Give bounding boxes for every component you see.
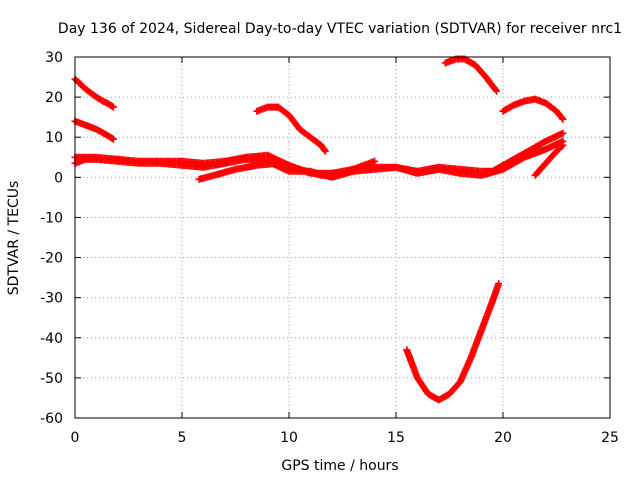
series-track-j xyxy=(531,141,567,179)
y-tick-label: 20 xyxy=(45,90,63,106)
y-tick-label: 30 xyxy=(45,50,63,66)
y-axis-title: SDTVAR / TECUs xyxy=(6,181,22,296)
data-point xyxy=(558,114,566,122)
y-tick-label: -50 xyxy=(40,371,63,387)
data-point xyxy=(559,129,567,137)
series-track-e xyxy=(195,157,379,183)
y-tick-label: 10 xyxy=(45,130,63,146)
data-point xyxy=(493,87,501,95)
series-track-a xyxy=(71,75,117,111)
x-tick-label: 5 xyxy=(178,430,187,446)
plot-frame xyxy=(74,56,611,419)
data-point xyxy=(321,147,329,155)
y-tick-label: -40 xyxy=(40,331,63,347)
x-tick-label: 25 xyxy=(601,430,619,446)
data-point xyxy=(371,157,379,165)
series-track-b xyxy=(71,117,117,143)
x-axis-title: GPS time / hours xyxy=(281,458,398,474)
grid-lines xyxy=(75,57,610,418)
data-point xyxy=(492,86,500,94)
data-point xyxy=(558,142,566,150)
data-point xyxy=(321,146,328,154)
series-track-g xyxy=(441,55,501,95)
data-point xyxy=(110,103,117,111)
y-tick-label: -30 xyxy=(40,291,63,307)
y-tick-label: -20 xyxy=(40,251,63,267)
y-tick-label: 0 xyxy=(54,170,63,186)
data-series xyxy=(71,55,567,404)
axis-ticks: 0 5 10 15 20 25 -60 -50 -40 -30 -20 -10 0 10 20 30 xyxy=(40,50,619,446)
data-point xyxy=(559,115,567,123)
series-track-h xyxy=(403,280,503,404)
series-track-f xyxy=(253,103,329,155)
data-point xyxy=(110,135,117,143)
series-track-i xyxy=(499,95,567,123)
data-point xyxy=(495,280,503,288)
y-tick-label: -10 xyxy=(40,210,63,226)
y-tick-label: -60 xyxy=(40,411,63,427)
x-tick-label: 10 xyxy=(280,430,298,446)
x-tick-label: 20 xyxy=(494,430,512,446)
x-tick-label: 15 xyxy=(387,430,405,446)
x-tick-label: 0 xyxy=(71,430,80,446)
chart-title: Day 136 of 2024, Sidereal Day-to-day VTE… xyxy=(58,21,622,37)
data-point xyxy=(559,141,567,149)
